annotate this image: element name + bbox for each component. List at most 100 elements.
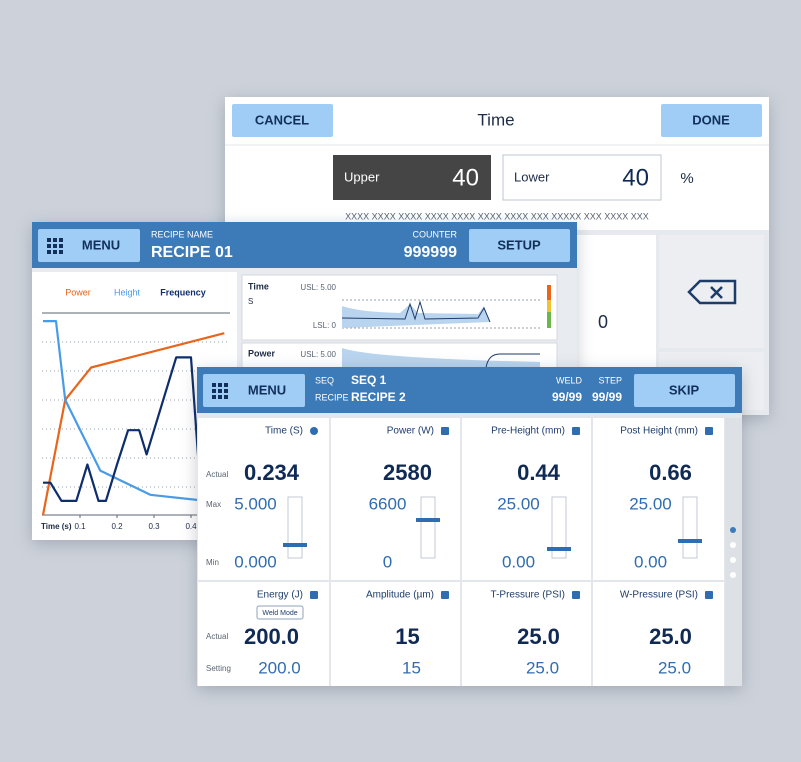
card-title: Power	[248, 348, 276, 358]
row-label: Actual	[206, 632, 228, 641]
tile-icon	[572, 591, 580, 599]
backspace-key[interactable]	[659, 235, 764, 348]
row-label: Min	[206, 558, 219, 567]
tile	[331, 418, 460, 580]
counter-label: COUNTER	[413, 229, 458, 239]
upper-value: 40	[452, 164, 479, 191]
actual-value: 25.0	[649, 624, 692, 649]
x-tick-label: 0.3	[148, 522, 160, 531]
recipe: RECIPE 2	[351, 390, 406, 404]
unit: %	[680, 170, 693, 187]
card-unit: S	[248, 297, 253, 306]
setup-button[interactable]	[469, 229, 570, 262]
actual-value: 15	[395, 624, 419, 649]
weld-label: WELD	[556, 375, 583, 385]
weld-mode-label: Weld Mode	[262, 610, 297, 617]
upper-field[interactable]	[333, 155, 491, 200]
skip-button[interactable]	[634, 374, 735, 407]
slider-track	[551, 496, 567, 559]
actual-value: 2580	[383, 460, 432, 485]
min-value: 0.00	[634, 552, 667, 571]
menu-button[interactable]	[203, 374, 305, 407]
slider-track	[420, 496, 436, 559]
row-label: Setting	[206, 664, 231, 673]
min-value: 0.000	[234, 552, 277, 571]
cancel-label: CANCEL	[255, 112, 309, 127]
tiles: Time (S)0.234Actual5.0000.000MaxMinPower…	[198, 418, 724, 686]
legend-entry: Frequency	[160, 287, 206, 297]
recipe-name: RECIPE 01	[151, 244, 233, 261]
actual-value: 0.44	[517, 460, 561, 485]
x-axis-label: Time (s)	[41, 522, 72, 531]
dialog-title: Time	[477, 110, 514, 129]
tile	[593, 418, 724, 580]
tile-title: T-Pressure (PSI)	[491, 590, 565, 601]
actual-value: 25.0	[517, 624, 560, 649]
weld: 99/99	[552, 390, 582, 404]
max-value: 25.00	[629, 494, 672, 513]
tile	[198, 582, 329, 686]
tile-title: Power (W)	[387, 426, 434, 437]
menu-label: MENU	[82, 237, 120, 252]
actual-value: 200.0	[244, 624, 299, 649]
min-value: 0.00	[502, 552, 535, 571]
upper-label: Upper	[344, 169, 380, 184]
tile	[462, 418, 591, 580]
setting-value: 200.0	[258, 658, 301, 677]
done-label: DONE	[692, 112, 730, 127]
legend-entry: Power	[65, 287, 91, 297]
chart: Power Height Frequency Time (s) 0.1 0.2 0.3 0.4	[41, 287, 225, 531]
tile	[331, 582, 460, 686]
tile-title: Time (S)	[265, 426, 303, 437]
x-tick-label: 0.1	[74, 522, 86, 531]
tile-icon	[705, 427, 713, 435]
actual-value: 0.66	[649, 460, 692, 485]
slider-track	[682, 496, 698, 559]
recipe-screen: MENU RECIPE NAME RECIPE 01 COUNTER 99999…	[32, 222, 577, 540]
weld-screen: MENU SEQ RECIPE SEQ 1 RECIPE 2 WELD STEP…	[197, 367, 742, 686]
key-label: 0	[598, 312, 608, 332]
row-label: Actual	[206, 470, 228, 479]
card-title: Time	[248, 281, 269, 291]
tile	[198, 418, 329, 580]
lsl: LSL: 0	[313, 321, 337, 330]
max-value: 25.00	[497, 494, 540, 513]
tile-icon	[441, 591, 449, 599]
tile-icon	[572, 427, 580, 435]
setting-value: 25.0	[526, 658, 559, 677]
slider-track	[287, 496, 303, 559]
lower-value: 40	[622, 164, 649, 191]
actual-value: 0.234	[244, 460, 300, 485]
tile-title: W-Pressure (PSI)	[620, 590, 698, 601]
tile-icon	[441, 427, 449, 435]
menu-button[interactable]	[38, 229, 140, 262]
series-line	[43, 356, 222, 502]
seq-label: SEQ	[315, 375, 334, 385]
max-value: 5.000	[234, 494, 277, 513]
tile	[593, 582, 724, 686]
x-tick-label: 0.2	[111, 522, 123, 531]
step: 99/99	[592, 390, 622, 404]
skip-label: SKIP	[669, 382, 700, 397]
done-button[interactable]	[661, 104, 762, 137]
max-value: 6600	[369, 494, 407, 513]
min-value: 0	[383, 552, 392, 571]
tile-icon	[310, 427, 318, 435]
recipe-name-label: RECIPE NAME	[151, 229, 213, 239]
lower-field[interactable]	[502, 154, 662, 201]
tile-title: Amplitude (µm)	[366, 590, 434, 601]
tile-title: Post Height (mm)	[620, 426, 698, 437]
tile-icon	[310, 591, 318, 599]
hint: XXXX XXXX XXXX XXXX XXXX XXXX XXXX XXX X…	[345, 211, 649, 221]
recipe-label: RECIPE	[315, 392, 349, 402]
cancel-button[interactable]	[232, 104, 333, 137]
tile-icon	[705, 591, 713, 599]
counter: 999999	[404, 244, 457, 261]
row-label: Max	[206, 500, 221, 509]
lower-label: Lower	[514, 169, 550, 184]
weld-mode-button[interactable]	[256, 605, 304, 620]
menu-label: MENU	[248, 382, 286, 397]
setting-value: 15	[402, 658, 421, 677]
usl: USL: 5.00	[300, 350, 336, 359]
